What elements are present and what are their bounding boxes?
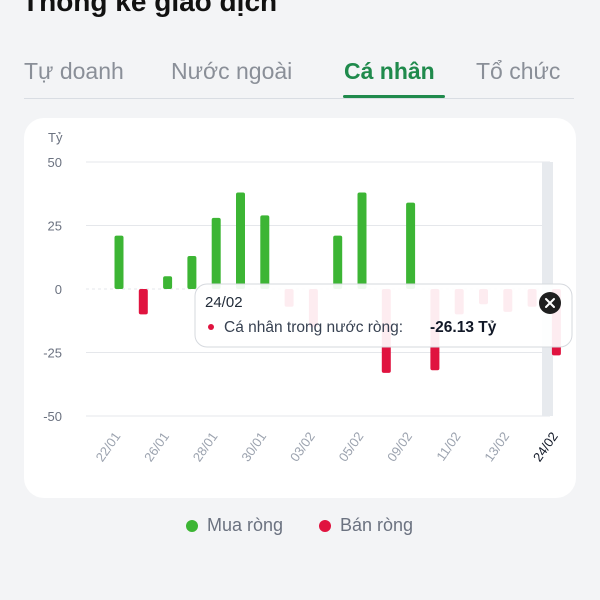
legend-label-buy: Mua ròng (207, 515, 284, 535)
tab-ca-nhan[interactable]: Cá nhân (344, 58, 435, 84)
bars (114, 192, 561, 373)
tooltip-series-label: Cá nhân trong nước ròng: (224, 319, 403, 336)
y-tick-label: 50 (48, 155, 62, 170)
x-tick-label: 24/02 (530, 429, 561, 464)
bar-buy (187, 255, 197, 289)
bar-buy (406, 202, 416, 289)
bar-chart[interactable]: Tỷ 50 25 0 -25 -50 22/01 26/01 28/01 30/01 03/02… (24, 118, 576, 498)
y-tick-label: 25 (48, 219, 62, 234)
bar-buy (114, 235, 124, 289)
bar-buy (333, 235, 343, 289)
close-icon[interactable] (539, 292, 561, 314)
x-tick-label: 22/01 (93, 429, 124, 464)
x-tick-label: 11/02 (433, 429, 463, 463)
bar-buy (163, 276, 173, 289)
chart-legend: Mua ròng Bán ròng (0, 515, 600, 539)
y-tick-label: -50 (43, 409, 62, 424)
x-axis-ticks: 22/01 26/01 28/01 30/01 03/02 05/02 09/02 11/02… (93, 429, 561, 464)
y-tick-label: 0 (55, 282, 62, 297)
active-tab-indicator (343, 95, 445, 98)
tooltip-value: -26.13 Tỷ (430, 319, 497, 336)
tab-to-chuc[interactable]: Tổ chức (476, 58, 561, 84)
tab-bar: Tự doanh Nước ngoài Cá nhân Tổ chức (24, 46, 574, 99)
tooltip-box (194, 283, 573, 348)
x-tick-label: 26/01 (141, 429, 172, 464)
x-tick-label: 28/01 (190, 429, 221, 464)
bar-buy (211, 217, 221, 289)
chart-card: Tỷ 50 25 0 -25 -50 22/01 26/01 28/01 30/01 03/02… (24, 118, 576, 498)
tooltip-date: 24/02 (205, 294, 243, 311)
x-tick-label: 13/02 (481, 429, 512, 464)
y-tick-label: -25 (43, 346, 62, 361)
bar-buy (236, 192, 245, 289)
legend-item-buy[interactable]: Mua ròng (186, 515, 283, 536)
tooltip-series-dot (208, 324, 214, 330)
x-tick-label: 03/02 (287, 429, 318, 464)
legend-label-sell: Bán ròng (340, 515, 414, 535)
bar-sell (138, 289, 148, 315)
y-axis-ticks: 50 25 0 -25 -50 (43, 155, 62, 424)
x-tick-label: 30/01 (238, 429, 269, 464)
legend-dot-buy (186, 519, 198, 532)
legend-item-sell[interactable]: Bán ròng (319, 515, 413, 536)
x-tick-label: 09/02 (384, 429, 415, 464)
bar-buy (357, 192, 367, 289)
y-axis-unit: Tỷ (48, 130, 63, 145)
page-title: Thống kê giao dịch (22, 0, 278, 17)
bar-buy (260, 215, 270, 289)
tab-tu-doanh[interactable]: Tự doanh (24, 58, 124, 84)
tooltip: 24/02 Cá nhân trong nước ròng: -26.13 Tỷ (194, 283, 573, 348)
legend-dot-sell (319, 519, 331, 532)
tab-nuoc-ngoai[interactable]: Nước ngoài (171, 58, 293, 84)
x-tick-label: 05/02 (336, 429, 367, 464)
